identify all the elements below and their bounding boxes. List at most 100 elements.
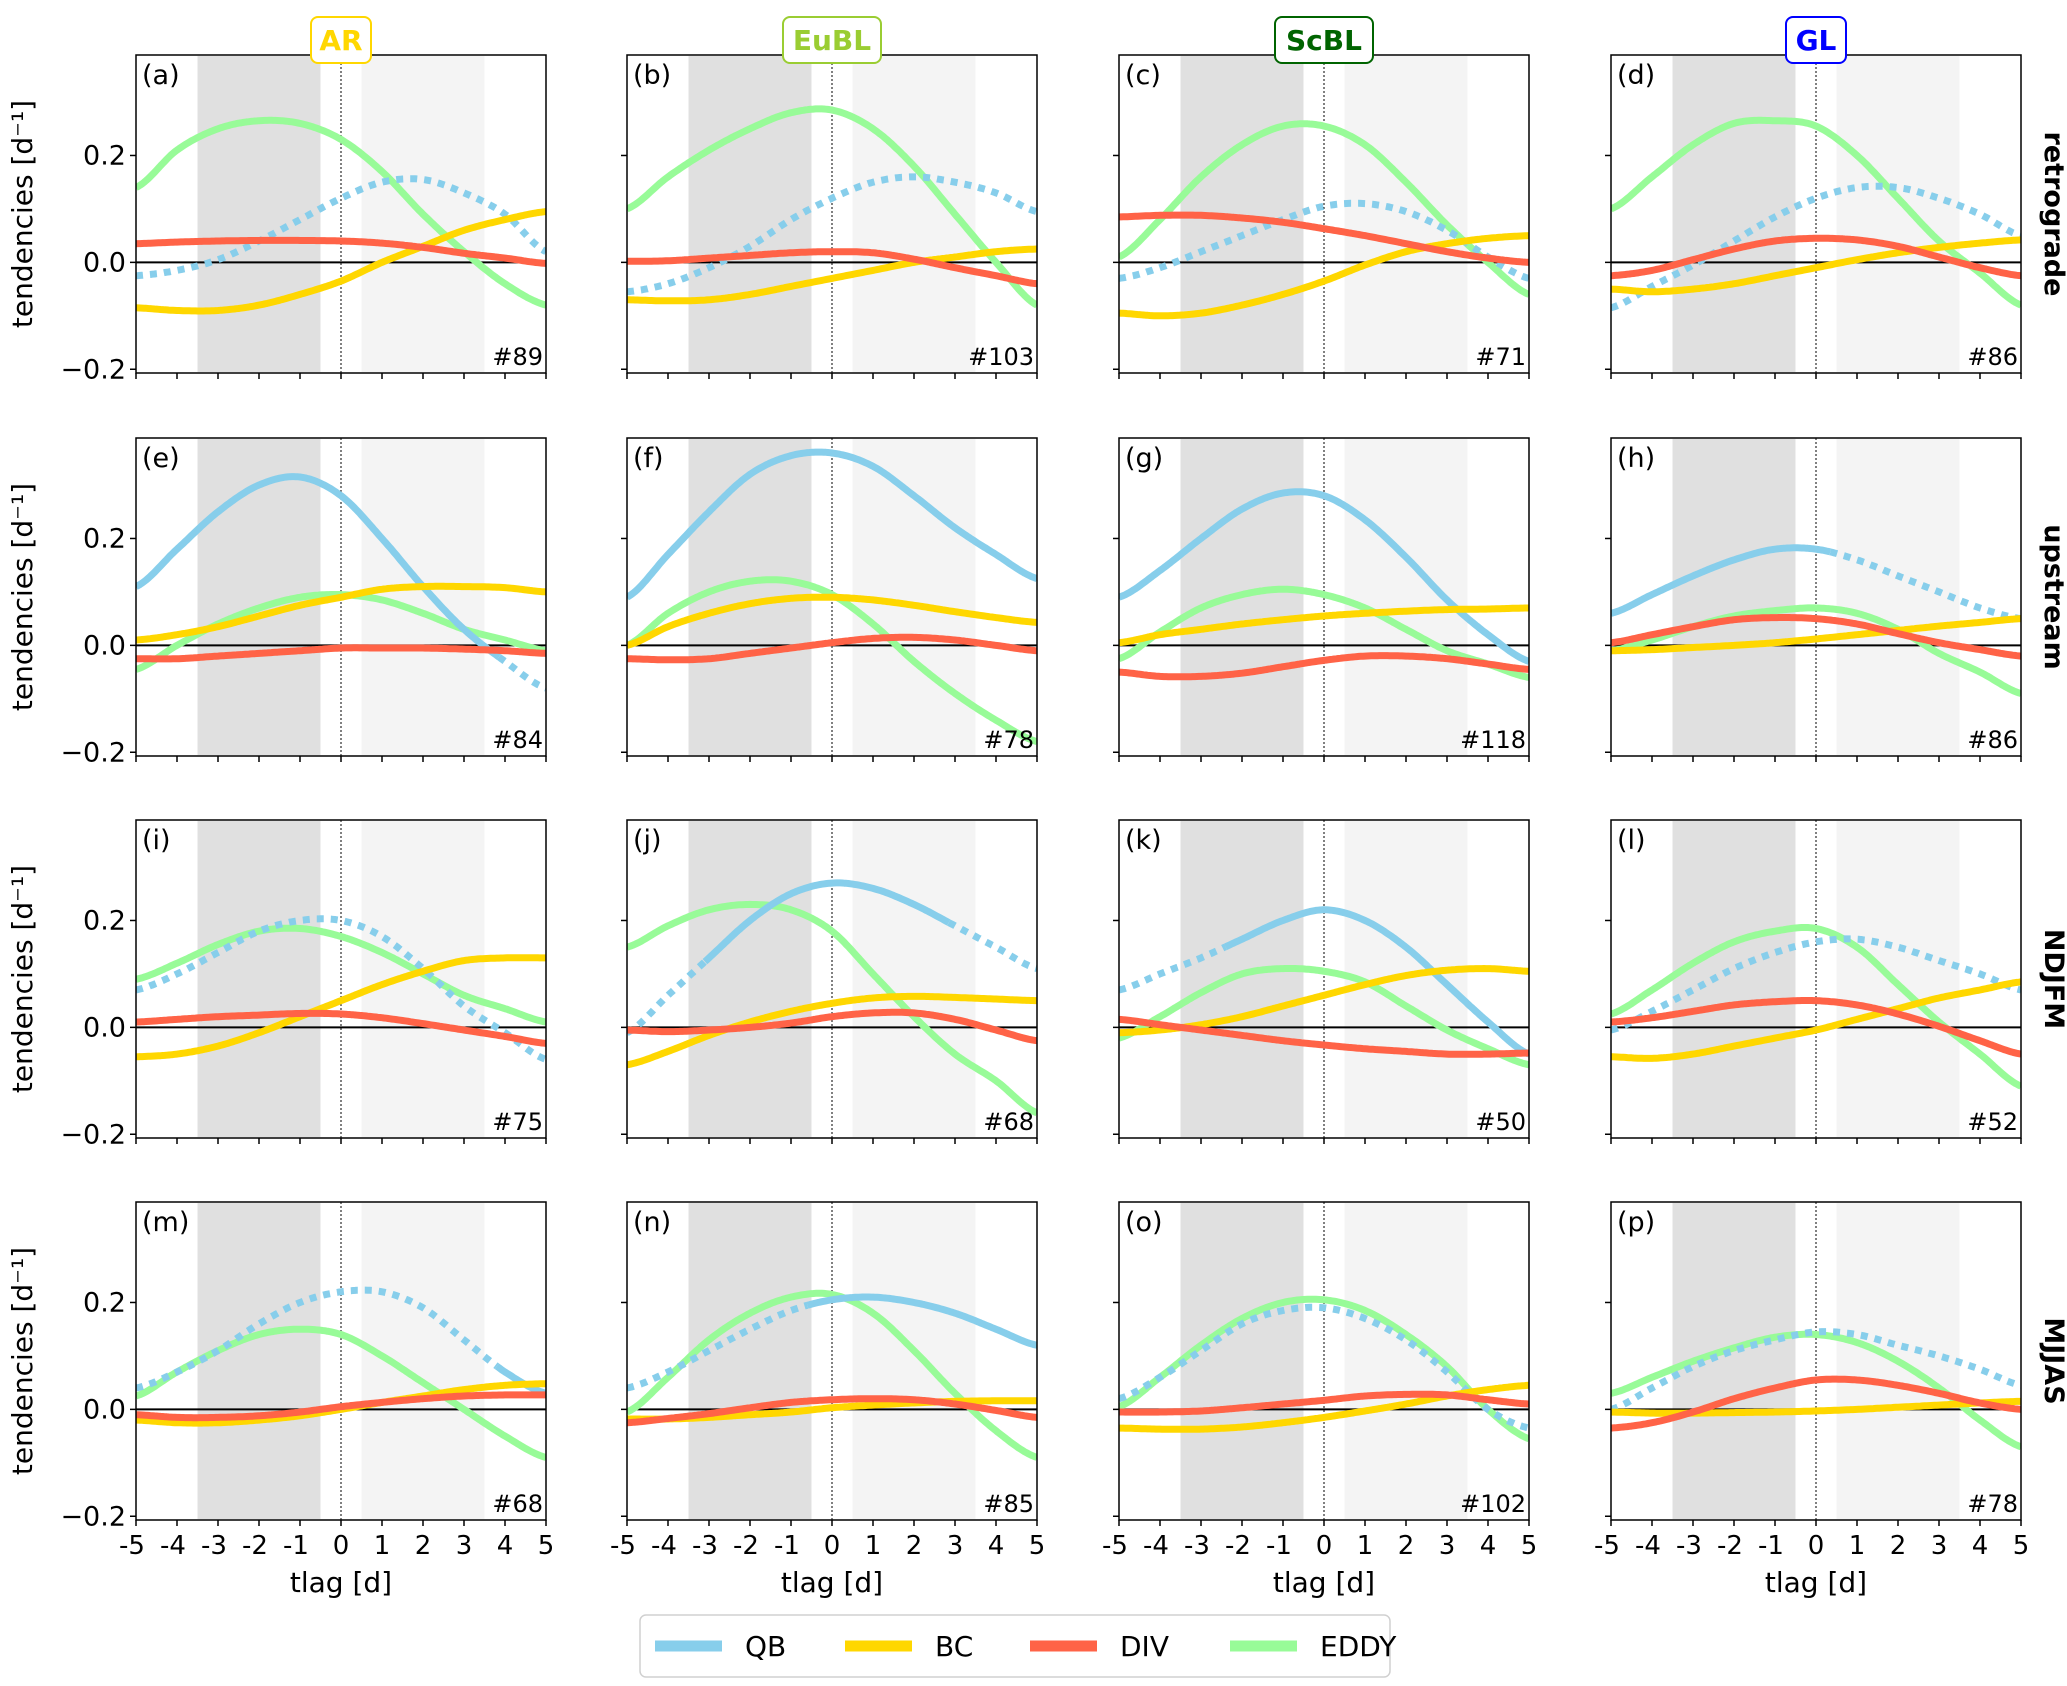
- series-line-eddy: [1611, 116, 2021, 309]
- series-line-bc: [1119, 232, 1529, 320]
- shaded-span-after: [1836, 56, 1960, 372]
- series-line-bc: [1611, 615, 2021, 655]
- series-group: [1611, 544, 2021, 697]
- y-tick-label: 0.0: [83, 1012, 126, 1043]
- panel-c: (c) #71: [1113, 54, 1530, 379]
- shaded-span-after: [361, 821, 485, 1137]
- legend-entry-qb: QB: [655, 1630, 786, 1663]
- x-axis-label: tlag [d]: [781, 1566, 883, 1599]
- series-group: [136, 915, 546, 1063]
- series-line-div: [627, 633, 1037, 664]
- shaded-span-after: [1836, 821, 1960, 1137]
- x-tick-label: -1: [1266, 1531, 1292, 1561]
- series-line-qb-dotted: [136, 175, 546, 280]
- legend-label: QB: [745, 1630, 786, 1663]
- x-tick-label: -1: [1758, 1531, 1784, 1561]
- series-line-qb-significant: [806, 1293, 1037, 1349]
- series-group: [1611, 924, 2021, 1090]
- x-tick-label: 4: [497, 1531, 514, 1561]
- x-tick-label: 3: [1439, 1531, 1456, 1561]
- panel-g: (g) #118: [1113, 437, 1530, 762]
- series-line-div: [1119, 1015, 1529, 1058]
- series-group: [627, 1289, 1037, 1461]
- y-tick-label: 0.2: [83, 905, 126, 936]
- series-line-bc: [627, 992, 1037, 1069]
- x-tick-label: -4: [651, 1531, 677, 1561]
- panel-d: (d) #86: [1605, 54, 2022, 379]
- column-title: GL: [1796, 24, 1837, 57]
- series-line-div: [627, 1008, 1037, 1045]
- column-title-eubl: EuBL: [782, 16, 882, 64]
- series-line-bc: [1611, 236, 2021, 296]
- panel-j: (j) #68: [621, 819, 1038, 1144]
- x-tick-label: 1: [1849, 1531, 1866, 1561]
- shaded-span-before: [197, 821, 321, 1137]
- series-group: [1611, 116, 2021, 312]
- series-line-div: [136, 1009, 546, 1047]
- series-line-eddy: [1119, 1295, 1529, 1443]
- series-line-div: [1119, 1390, 1529, 1416]
- x-tick-label: 1: [1357, 1531, 1374, 1561]
- series-line-qb-significant: [627, 448, 1037, 601]
- x-tick-label: 4: [988, 1531, 1005, 1561]
- panel-letter: (n): [633, 1207, 671, 1238]
- panel-letter: (a): [142, 60, 180, 91]
- row-label-mjjas: MJJAS: [2038, 1317, 2067, 1404]
- column-title-gl: GL: [1785, 16, 1847, 64]
- legend-entry-eddy: EDDY: [1230, 1630, 1397, 1663]
- legend-entry-div: DIV: [1030, 1630, 1169, 1663]
- series-group: [627, 879, 1037, 1117]
- y-tick-label: 0.0: [83, 630, 126, 661]
- y-tick-label: −0.2: [60, 354, 126, 385]
- x-tick-label: -5: [1594, 1531, 1620, 1561]
- panel-letter: (m): [142, 1207, 189, 1238]
- series-group: [136, 473, 546, 692]
- event-count: #71: [1475, 343, 1526, 371]
- x-tick-label: -1: [774, 1531, 800, 1561]
- panel-letter: (f): [633, 443, 664, 474]
- series-line-qb-dotted: [1119, 199, 1529, 282]
- series-line-qb-dotted: [136, 1286, 499, 1392]
- series-line-qb-dotted: [1611, 935, 2021, 1034]
- column-title-box: [1785, 16, 1847, 64]
- x-tick-label: 2: [1890, 1531, 1907, 1561]
- shaded-span-before: [1672, 439, 1796, 755]
- event-count: #118: [1460, 726, 1526, 754]
- x-tick-label: -3: [1676, 1531, 1702, 1561]
- panel-letter: (c): [1125, 60, 1161, 91]
- shaded-span-after: [361, 1203, 485, 1519]
- panel-letter: (l): [1617, 825, 1646, 856]
- series-line-eddy: [1119, 965, 1529, 1069]
- column-title-box: [310, 16, 372, 64]
- event-count: #52: [1967, 1108, 2018, 1136]
- x-tick-label: 1: [865, 1531, 882, 1561]
- x-tick-label: 0: [333, 1531, 350, 1561]
- series-line-div: [627, 1395, 1037, 1427]
- event-count: #75: [492, 1108, 543, 1136]
- shaded-span-before: [1672, 56, 1796, 372]
- series-line-qb-dotted: [1119, 943, 1227, 994]
- shaded-span-before: [688, 821, 812, 1137]
- x-tick-label: 1: [374, 1531, 391, 1561]
- series-line-qb-significant: [494, 1363, 546, 1397]
- column-title-box: [782, 16, 882, 64]
- y-tick-label: −0.2: [60, 1119, 126, 1150]
- x-tick-label: 2: [906, 1531, 923, 1561]
- event-count: #84: [492, 726, 543, 754]
- x-tick-label: 0: [1808, 1531, 1825, 1561]
- series-line-qb-dotted: [1828, 548, 2021, 623]
- panel-letter: (e): [142, 443, 180, 474]
- panel-h: (h) #86: [1605, 437, 2022, 762]
- x-tick-label: -2: [1717, 1531, 1743, 1561]
- x-tick-label: 5: [2013, 1531, 2030, 1561]
- x-tick-label: 5: [1521, 1531, 1538, 1561]
- series-line-eddy: [1119, 585, 1529, 681]
- event-count: #85: [983, 1490, 1034, 1518]
- row-label-upstream: upstream: [2038, 524, 2067, 670]
- y-tick-label: 0.2: [83, 523, 126, 554]
- panel-e: −0.2 0.0 0.2 (e) #84 tendencies [d⁻¹]: [6, 437, 547, 768]
- series-line-div: [136, 1391, 546, 1422]
- series-line-div: [136, 236, 546, 267]
- row-label-ndjfm: NDJFM: [2038, 929, 2067, 1029]
- x-tick-label: -3: [692, 1531, 718, 1561]
